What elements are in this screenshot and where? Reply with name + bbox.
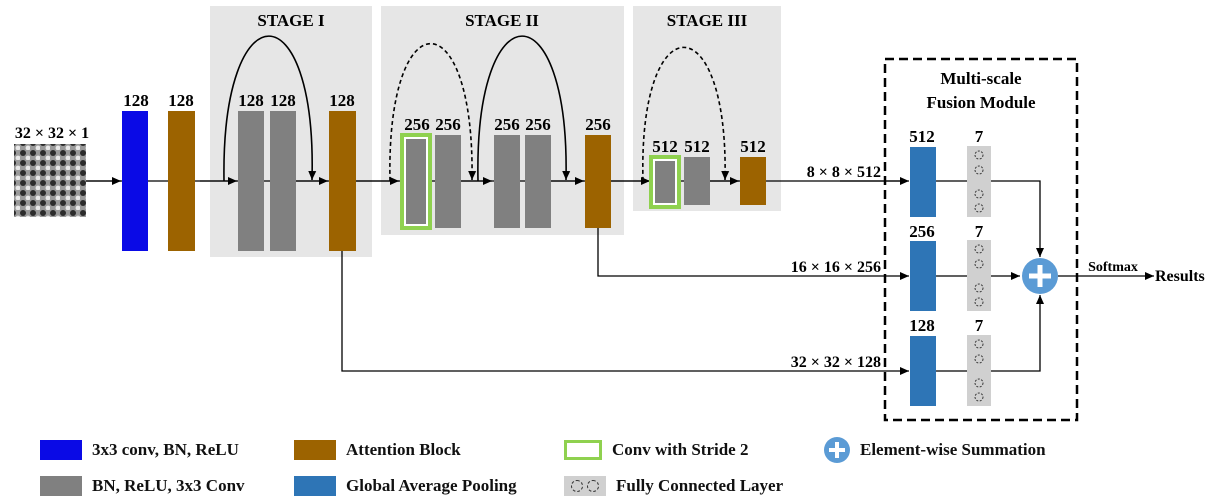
input-image — [14, 144, 86, 217]
fc-2-label: 7 — [975, 222, 984, 241]
block-8-label: 256 — [494, 115, 520, 134]
residual-block-7 — [655, 161, 675, 203]
attention-block-2 — [329, 111, 356, 251]
conv-block — [122, 111, 148, 251]
block-2-label: 128 — [168, 91, 194, 110]
conv-swatch — [40, 440, 82, 460]
element-wise-sum-icon — [1022, 258, 1058, 294]
legend-item-fc: Fully Connected Layer — [564, 476, 783, 496]
block-12-label: 512 — [684, 137, 710, 156]
summation-swatch-icon — [824, 437, 850, 463]
connection-label-8x8x512: 8 × 8 × 512 — [807, 164, 881, 181]
fc-block-3 — [967, 335, 991, 406]
softmax-label: Softmax — [1088, 260, 1138, 275]
residual-block-6 — [525, 135, 551, 228]
legend-item-attention: Attention Block — [294, 440, 461, 460]
legend-item-conv: 3x3 conv, BN, ReLU — [40, 440, 239, 460]
legend-item-gap: Global Average Pooling — [294, 476, 517, 496]
legend-label-gap: Global Average Pooling — [346, 476, 517, 495]
legend-item-summation: Element-wise Summation — [824, 437, 1046, 463]
stage-3-title: STAGE III — [667, 11, 748, 30]
stage-3-dashed-skip-arrow — [642, 46, 730, 182]
fusion-module-box — [883, 57, 1079, 422]
fusion-title-line2: Fusion Module — [926, 93, 1036, 112]
legend-label-conv: 3x3 conv, BN, ReLU — [92, 440, 239, 459]
block-11-label: 512 — [652, 137, 678, 156]
fc-swatch-icon — [564, 476, 606, 496]
block-9-label: 256 — [525, 115, 551, 134]
legend: 3x3 conv, BN, ReLU Attention Block Conv … — [0, 432, 1222, 501]
input-dimension-label: 32 × 32 × 1 — [15, 125, 89, 142]
fc-block-2 — [967, 240, 991, 311]
branch-line-256 — [597, 228, 909, 280]
residual-block-8 — [684, 157, 710, 205]
gap-block-2 — [910, 241, 936, 311]
stride-swatch — [564, 440, 602, 460]
attention-swatch — [294, 440, 336, 460]
gap-block-3 — [910, 336, 936, 406]
legend-label-stride: Conv with Stride 2 — [612, 440, 749, 459]
legend-item-stride: Conv with Stride 2 — [564, 440, 748, 460]
attention-block-1 — [168, 111, 195, 251]
gap-block-1 — [910, 147, 936, 217]
stage-2-dashed-skip-arrow — [389, 42, 477, 182]
block-7-label: 256 — [435, 115, 461, 134]
fc3-to-sum-line — [991, 295, 1044, 372]
block-1-label: 128 — [123, 91, 149, 110]
legend-label-summation: Element-wise Summation — [860, 440, 1046, 459]
connection-label-16x16x256: 16 × 16 × 256 — [791, 259, 881, 276]
residual-swatch — [40, 476, 82, 496]
block-13-label: 512 — [740, 137, 766, 156]
stage-2-title: STAGE II — [465, 11, 539, 30]
fc-3-label: 7 — [975, 316, 984, 335]
block-6-label: 256 — [404, 115, 430, 134]
connection-label-32x32x128: 32 × 32 × 128 — [791, 354, 881, 371]
attention-block-3 — [585, 135, 611, 228]
gap-3-label: 128 — [909, 316, 935, 335]
fc-block-1 — [967, 146, 991, 217]
results-label: Results — [1155, 268, 1205, 285]
legend-label-attention: Attention Block — [346, 440, 461, 459]
fusion-title-line1: Multi-scale — [940, 69, 1022, 88]
branch-line-128 — [341, 251, 909, 375]
attention-block-4 — [740, 157, 766, 205]
stage-2-skip-arrow — [477, 35, 571, 182]
block-10-label: 256 — [585, 115, 611, 134]
block-5-label: 128 — [329, 91, 355, 110]
legend-label-residual: BN, ReLU, 3x3 Conv — [92, 476, 245, 495]
residual-block-4 — [435, 135, 461, 228]
residual-block-3 — [406, 139, 426, 224]
gap-2-label: 256 — [909, 222, 935, 241]
gap-1-label: 512 — [909, 127, 935, 146]
fc-1-label: 7 — [975, 127, 984, 146]
residual-block-1 — [238, 111, 264, 251]
residual-block-2 — [270, 111, 296, 251]
residual-block-5 — [494, 135, 520, 228]
block-4-label: 128 — [270, 91, 296, 110]
fc1-to-sum-line — [991, 180, 1044, 257]
stage-1-title: STAGE I — [257, 11, 325, 30]
gap-swatch — [294, 476, 336, 496]
legend-item-residual: BN, ReLU, 3x3 Conv — [40, 476, 245, 496]
network-diagram: STAGE I STAGE II STAGE III Multi-scale F… — [14, 6, 1205, 422]
legend-label-fc: Fully Connected Layer — [616, 476, 784, 495]
stage-1-skip-arrow — [223, 35, 317, 182]
block-3-label: 128 — [238, 91, 264, 110]
